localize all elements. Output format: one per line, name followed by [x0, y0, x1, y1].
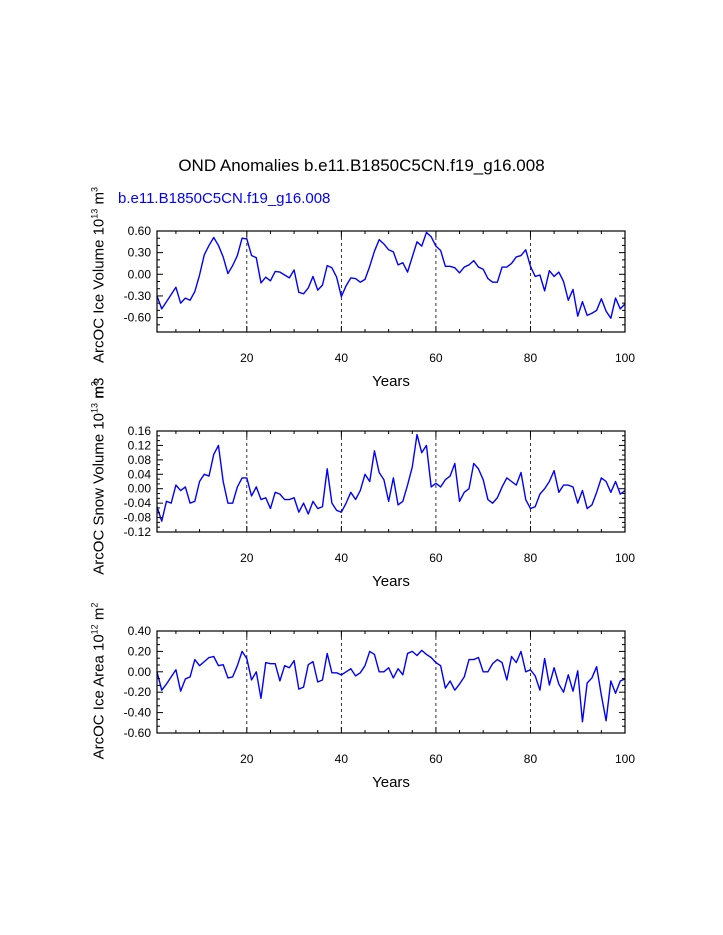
ice-volume-xtick-label: 60 [429, 351, 443, 365]
ice-volume-ytick-label: -0.60 [124, 311, 152, 325]
snow-volume-ytick-label: 0.08 [128, 453, 152, 467]
ice-area-ytick-label: 0.20 [128, 644, 152, 658]
snow-volume-ytick-label: 0.04 [128, 467, 152, 481]
ice-volume-xlabel: Years [372, 373, 410, 390]
ice-area-xtick-label: 40 [335, 752, 349, 766]
ice-volume-xtick-label: 80 [524, 351, 538, 365]
ice-area-xtick-label: 80 [524, 752, 538, 766]
ice-area-plot-frame [156, 630, 626, 734]
ice-volume-plot-frame [156, 230, 626, 333]
snow-volume-xtick-label: 40 [335, 551, 349, 565]
snow-volume-xlabel: Years [372, 573, 410, 590]
snow-volume-xtick-label: 80 [524, 551, 538, 565]
snow-volume-ytick-label: 0.00 [128, 482, 152, 496]
ice-area-ytick-label: -0.20 [124, 685, 152, 699]
ice-area-xlabel: Years [372, 774, 410, 791]
ice-volume-ytick-label: 0.60 [128, 224, 152, 238]
ice-volume-ylabel: ArcOC Ice Volume 1013 m3 [89, 187, 108, 363]
snow-volume-series-line [156, 433, 626, 522]
snow-volume-xtick-label: 60 [429, 551, 443, 565]
snow-volume-ytick-label: 0.16 [128, 424, 152, 438]
snow-volume-xtick-label: 100 [615, 551, 635, 565]
ice-area-ytick-label: -0.60 [124, 726, 152, 740]
ice-area-xtick-label: 60 [429, 752, 443, 766]
ice-volume-series-line [156, 231, 626, 319]
ice-volume-ytick-label: 0.30 [128, 246, 152, 260]
snow-volume-ytick-label: -0.08 [124, 511, 152, 525]
case-label: b.e11.B1850C5CN.f19_g16.008 [118, 190, 331, 207]
ice-volume-xtick-label: 20 [240, 351, 254, 365]
snow-volume-xtick-label: 20 [240, 551, 254, 565]
ice-area-ylabel: ArcOC Ice Area 1012 m2 [89, 602, 108, 760]
snow-volume-plot-frame [156, 430, 626, 533]
ice-volume-xtick-label: 40 [335, 351, 349, 365]
ice-area-ytick-label: 0.40 [128, 624, 152, 638]
page-title: OND Anomalies b.e11.B1850C5CN.f19_g16.00… [178, 156, 545, 175]
ice-volume-ytick-label: -0.30 [124, 289, 152, 303]
snow-volume-ytick-label: -0.04 [124, 496, 152, 510]
ice-area-xtick-label: 100 [615, 752, 635, 766]
ice-area-ytick-label: 0.00 [128, 665, 152, 679]
ice-volume-ytick-label: 0.00 [128, 267, 152, 281]
ice-area-xtick-label: 20 [240, 752, 254, 766]
ice-area-series-line [156, 649, 626, 723]
ice-volume-xtick-label: 100 [615, 351, 635, 365]
snow-volume-ytick-label: -0.12 [124, 525, 152, 539]
ice-area-ytick-label: -0.40 [124, 706, 152, 720]
snow-volume-ylabel: ArcOC Snow Volume 1013 m3 [89, 381, 108, 575]
snow-volume-ytick-label: 0.12 [128, 438, 152, 452]
